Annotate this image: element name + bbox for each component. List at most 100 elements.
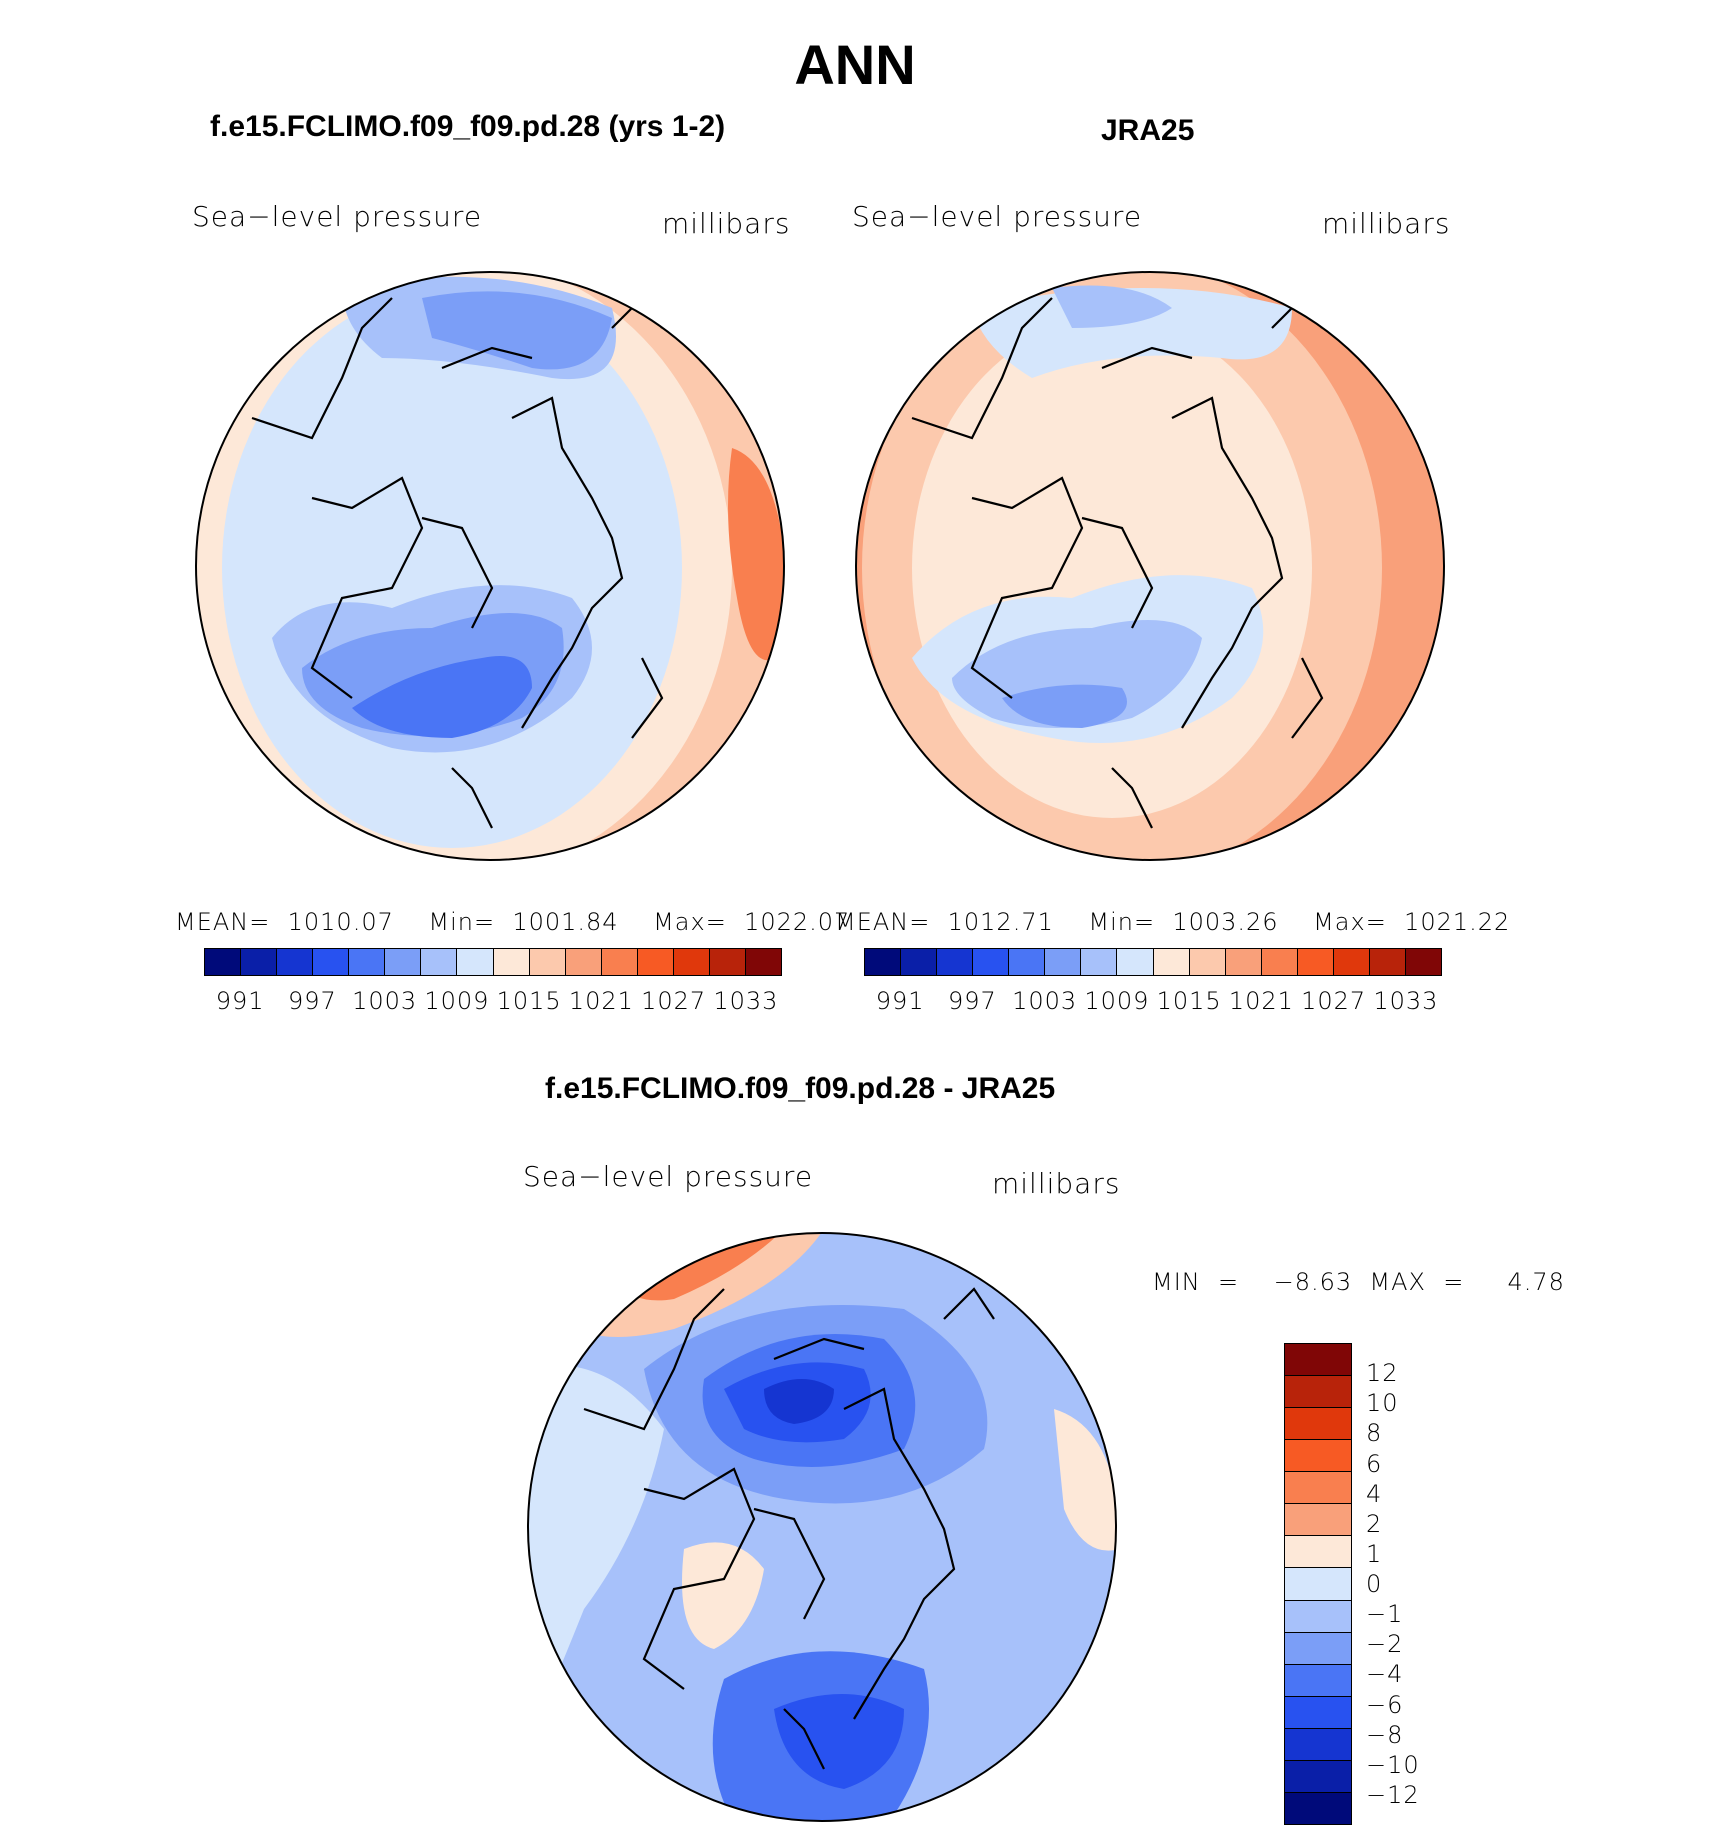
colorbar-swatch: [1285, 1792, 1351, 1824]
colorbar-swatch: [205, 949, 242, 975]
panel1-title: f.e15.FCLIMO.f09_f09.pd.28 (yrs 1-2): [210, 110, 726, 143]
colorbar-swatch: [493, 949, 530, 975]
colorbar-tick-label: −4: [1366, 1660, 1404, 1689]
panel2-stats: MEAN= 1012.71 Min= 1003.26 Max= 1021.22: [835, 908, 1511, 936]
colorbar-tick-label: 8: [1366, 1419, 1383, 1448]
colorbar-tick-label: 1015: [496, 987, 562, 1015]
colorbar-swatch: [241, 949, 278, 975]
panel2-units: millibars: [1322, 207, 1451, 240]
colorbar-swatch: [277, 949, 314, 975]
panel1-colorbar: [204, 948, 782, 976]
map2-low-pacific-2: [1052, 285, 1172, 328]
map1-low-icelandic: [352, 656, 532, 738]
colorbar-tick-label: 1009: [1084, 987, 1150, 1015]
colorbar-swatch: [1189, 949, 1226, 975]
colorbar-swatch: [745, 949, 781, 975]
colorbar-swatch: [421, 949, 458, 975]
colorbar-swatch: [1285, 1568, 1351, 1601]
colorbar-tick-label: −2: [1366, 1630, 1404, 1659]
map3-low-atlantic-2: [774, 1694, 904, 1789]
colorbar-tick-label: 1027: [1301, 987, 1367, 1015]
map2-low-icelandic: [1002, 684, 1127, 728]
colorbar-tick-label: 4: [1366, 1479, 1383, 1508]
colorbar-tick-label: 12: [1366, 1359, 1399, 1388]
colorbar-swatch: [637, 949, 674, 975]
panel1-variable: Sea−level pressure: [192, 200, 483, 233]
colorbar-swatch: [1285, 1376, 1351, 1409]
panel3-stats: MIN = −8.63 MAX = 4.78: [1152, 1268, 1565, 1296]
map3-light-west: [528, 1365, 664, 1749]
colorbar-swatch: [1285, 1536, 1351, 1569]
colorbar-swatch: [313, 949, 350, 975]
colorbar-tick-label: 991: [215, 987, 265, 1015]
panel2-map: [855, 271, 1445, 861]
colorbar-swatch: [1081, 949, 1118, 975]
colorbar-tick-label: 1027: [641, 987, 707, 1015]
colorbar-swatch: [1285, 1344, 1351, 1377]
map2-low-pacific: [972, 288, 1292, 378]
colorbar-tick-label: 997: [947, 987, 997, 1015]
colorbar-tick-label: −1: [1366, 1600, 1404, 1629]
map1-high-siberia: [728, 448, 784, 661]
colorbar-swatch: [1285, 1632, 1351, 1665]
colorbar-swatch: [1225, 949, 1262, 975]
colorbar-swatch: [1285, 1728, 1351, 1761]
colorbar-swatch: [1117, 949, 1154, 975]
colorbar-swatch: [1045, 949, 1082, 975]
colorbar-swatch: [901, 949, 938, 975]
colorbar-swatch: [529, 949, 566, 975]
colorbar-swatch: [565, 949, 602, 975]
colorbar-swatch: [1285, 1600, 1351, 1633]
colorbar-swatch: [709, 949, 746, 975]
panel1-units: millibars: [662, 207, 791, 240]
colorbar-tick-label: −10: [1366, 1750, 1420, 1779]
panel1-map: [195, 271, 785, 861]
colorbar-swatch: [1285, 1504, 1351, 1537]
colorbar-swatch: [1285, 1440, 1351, 1473]
colorbar-swatch: [601, 949, 638, 975]
map3-positive-greenland: [682, 1542, 764, 1649]
colorbar-swatch: [1285, 1408, 1351, 1441]
colorbar-swatch: [1153, 949, 1190, 975]
panel3-title: f.e15.FCLIMO.f09_f09.pd.28 - JRA25: [545, 1072, 1056, 1105]
map3-positive-east: [1054, 1409, 1116, 1551]
colorbar-tick-label: 1: [1366, 1539, 1383, 1568]
panel2-colorbar: [864, 948, 1442, 976]
colorbar-swatch: [865, 949, 902, 975]
colorbar-swatch: [673, 949, 710, 975]
colorbar-tick-label: 1021: [568, 987, 634, 1015]
colorbar-tick-label: 997: [287, 987, 337, 1015]
colorbar-tick-label: 1003: [352, 987, 418, 1015]
panel2-title: JRA25: [1101, 114, 1195, 147]
colorbar-swatch: [973, 949, 1010, 975]
map2-field-core: [912, 318, 1312, 818]
panel3-units: millibars: [992, 1167, 1121, 1200]
colorbar-swatch: [1285, 1664, 1351, 1697]
colorbar-tick-label: −8: [1366, 1720, 1404, 1749]
colorbar-tick-label: 1015: [1156, 987, 1222, 1015]
colorbar-tick-label: 1033: [1373, 987, 1439, 1015]
colorbar-swatch: [937, 949, 974, 975]
colorbar-tick-label: 2: [1366, 1509, 1383, 1538]
colorbar-swatch: [1333, 949, 1370, 975]
map1-field-core: [222, 288, 682, 848]
colorbar-tick-label: 0: [1366, 1570, 1383, 1598]
colorbar-tick-label: 6: [1366, 1449, 1383, 1478]
colorbar-swatch: [457, 949, 494, 975]
colorbar-tick-label: 991: [875, 987, 925, 1015]
colorbar-swatch: [1285, 1760, 1351, 1793]
map3-low-center-4: [764, 1379, 834, 1424]
colorbar-tick-label: 1003: [1012, 987, 1078, 1015]
colorbar-swatch: [349, 949, 386, 975]
map3-coastline: [583, 1287, 995, 1770]
panel2-variable: Sea−level pressure: [852, 200, 1143, 233]
colorbar-tick-label: −12: [1366, 1780, 1420, 1809]
colorbar-swatch: [1285, 1472, 1351, 1505]
colorbar-swatch: [1285, 1696, 1351, 1729]
colorbar-swatch: [1405, 949, 1441, 975]
colorbar-swatch: [1009, 949, 1046, 975]
panel3-colorbar: [1284, 1343, 1352, 1825]
colorbar-swatch: [1297, 949, 1334, 975]
colorbar-tick-label: −6: [1366, 1690, 1404, 1719]
colorbar-tick-label: 10: [1366, 1389, 1399, 1418]
